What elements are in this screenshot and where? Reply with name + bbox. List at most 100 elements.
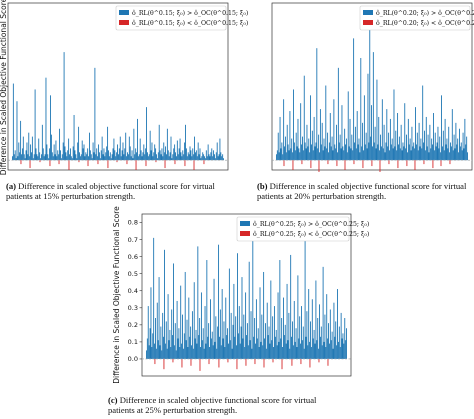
bar-positive — [274, 336, 276, 359]
caption-b: (b) Difference in scaled objective funct… — [257, 181, 466, 201]
bar-positive — [156, 302, 158, 359]
bar-positive — [290, 148, 292, 161]
bar-positive — [215, 316, 217, 359]
bar-positive — [107, 126, 109, 161]
bar-positive — [393, 89, 395, 161]
bar-positive — [12, 83, 14, 161]
bar-positive — [137, 118, 138, 161]
bar-positive — [182, 348, 184, 359]
bar-negative — [172, 358, 174, 363]
bar-positive — [278, 341, 280, 359]
bar-positive — [119, 136, 121, 161]
bar-negative — [300, 358, 302, 365]
bar-positive — [344, 128, 346, 161]
bar-positive — [327, 132, 329, 161]
bar-positive — [211, 148, 213, 161]
bar-positive — [334, 336, 336, 359]
bar-positive — [98, 152, 100, 161]
bar-positive — [127, 154, 129, 161]
bar-positive — [283, 99, 285, 161]
bar-positive — [396, 150, 398, 161]
bar-positive — [327, 338, 329, 359]
bar-positive — [154, 343, 156, 359]
bar-positive — [458, 152, 460, 161]
bar-negative — [164, 160, 166, 169]
bar-positive — [167, 294, 169, 359]
bar-positive — [127, 152, 128, 161]
legend-swatch-positive — [363, 10, 373, 15]
bar-positive — [182, 314, 183, 359]
bar-positive — [282, 154, 284, 161]
bar-positive — [433, 150, 435, 161]
bar-positive — [255, 343, 256, 359]
bar-positive — [281, 318, 283, 359]
bar-positive — [218, 154, 220, 161]
bar-positive — [365, 132, 367, 161]
bar-positive — [12, 156, 13, 161]
bar-positive — [224, 347, 226, 359]
bar-positive — [409, 138, 411, 161]
bar-positive — [176, 300, 178, 359]
bar-positive — [283, 335, 285, 359]
bar-positive — [413, 142, 415, 161]
bar-positive — [307, 146, 309, 161]
bar-positive — [170, 347, 172, 359]
bar-positive — [198, 335, 200, 359]
bar-positive — [198, 154, 200, 161]
bar-positive — [355, 148, 357, 161]
bar-positive — [147, 156, 149, 161]
bar-positive — [113, 138, 115, 161]
bar-positive — [363, 95, 365, 161]
bar-positive — [395, 130, 397, 161]
y-tick-label: 0.3 — [128, 304, 138, 312]
bar-positive — [255, 299, 257, 359]
bar-positive — [443, 150, 445, 161]
bar-positive — [266, 302, 268, 359]
bar-positive — [140, 150, 142, 161]
bar-positive — [359, 152, 361, 161]
bar-positive — [169, 152, 171, 161]
bar-negative — [406, 160, 408, 167]
bar-positive — [203, 348, 205, 359]
bar-positive — [389, 118, 391, 161]
bar-positive — [315, 142, 317, 161]
bar-negative — [353, 160, 355, 165]
bar-positive — [332, 150, 334, 161]
bar-positive — [37, 156, 39, 161]
bar-positive — [378, 116, 380, 161]
bar-positive — [465, 144, 467, 161]
bar-positive — [192, 348, 194, 359]
plot-frame — [271, 2, 473, 171]
bar-positive — [43, 156, 45, 161]
caption-c-line2: patients at 25% perturbation strength. — [108, 405, 238, 415]
bar-negative — [397, 160, 399, 169]
bar-positive — [426, 146, 428, 161]
bar-positive — [101, 136, 103, 161]
bar-positive — [172, 154, 174, 161]
bar-positive — [83, 144, 85, 161]
bar-positive — [51, 152, 53, 161]
bar-negative — [292, 160, 294, 170]
bar-positive — [35, 148, 37, 161]
bar-positive — [394, 146, 396, 161]
bar-positive — [319, 304, 320, 359]
bar-positive — [436, 142, 438, 161]
y-axis-label: Difference in Scaled Objective Functiona… — [0, 0, 8, 175]
bar-positive — [463, 148, 465, 161]
bar-positive — [191, 345, 192, 359]
bar-positive — [40, 158, 41, 161]
bar-positive — [464, 118, 466, 161]
bar-negative — [283, 160, 285, 167]
bar-positive — [79, 152, 80, 161]
bar-positive — [146, 107, 147, 161]
bar-positive — [279, 116, 281, 161]
bar-positive — [361, 146, 363, 161]
bar-positive — [280, 148, 282, 161]
bar-positive — [323, 138, 325, 161]
bar-positive — [141, 156, 143, 161]
bar-positive — [221, 156, 223, 161]
bar-positive — [317, 148, 319, 161]
bar-positive — [106, 146, 108, 161]
bar-negative — [371, 160, 373, 167]
bar-positive — [99, 158, 101, 161]
